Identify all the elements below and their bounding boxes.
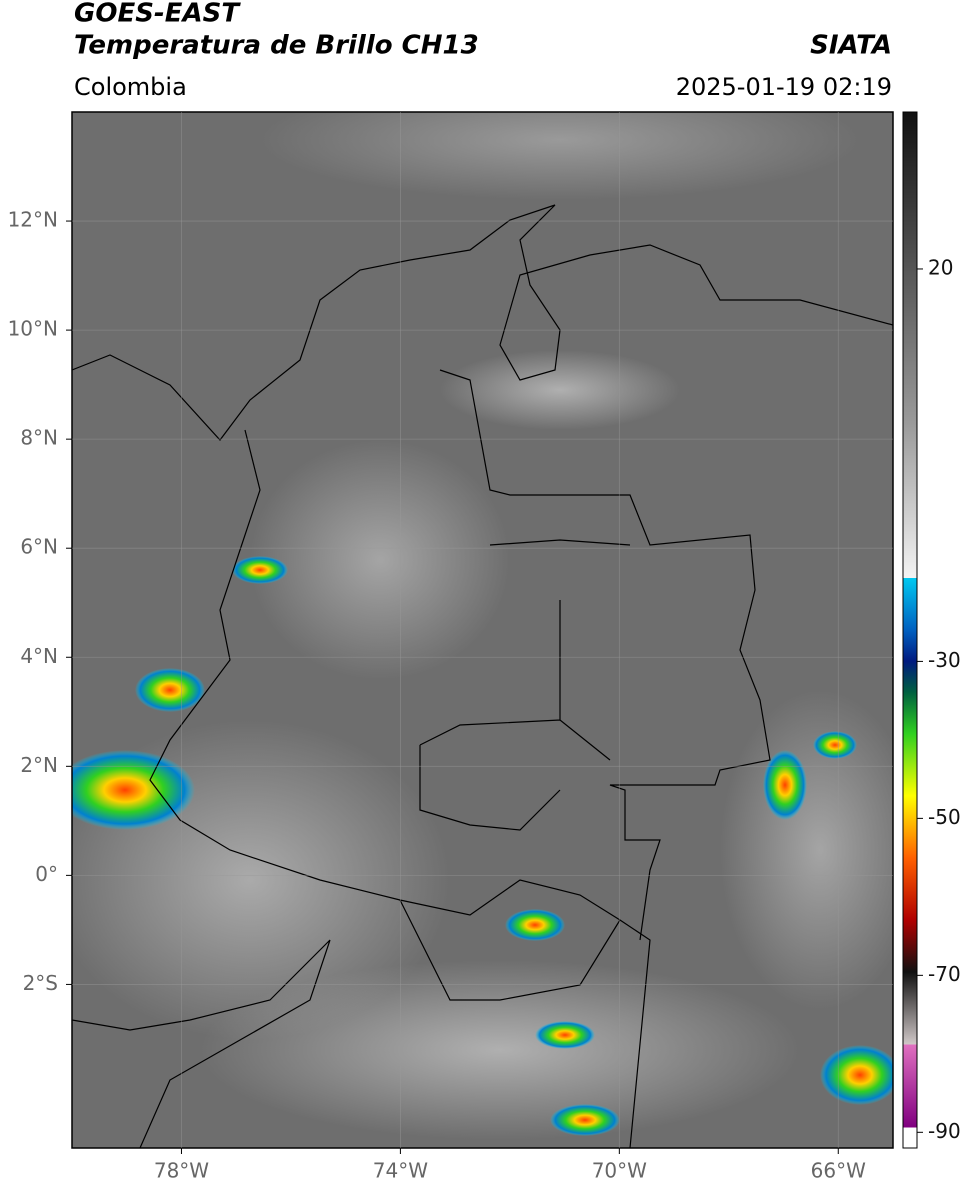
title: GOES-EAST bbox=[74, 0, 241, 29]
colorbar-tick-label: -90 bbox=[928, 1119, 961, 1143]
y-tick-label: 2°N bbox=[20, 753, 58, 777]
y-tick-label: 2°S bbox=[23, 971, 58, 995]
x-tick-label: 70°W bbox=[592, 1159, 647, 1183]
y-tick-label: 6°N bbox=[20, 535, 58, 559]
colorbar-tick-label: -70 bbox=[928, 962, 961, 986]
y-tick-label: 4°N bbox=[20, 644, 58, 668]
subtitle: Temperatura de Brillo CH13 bbox=[74, 31, 479, 61]
x-tick-label: 78°W bbox=[154, 1159, 209, 1183]
region: Colombia bbox=[74, 73, 187, 101]
y-tick-label: 10°N bbox=[8, 317, 58, 341]
map-frame bbox=[71, 111, 894, 1149]
y-tick-label: 8°N bbox=[20, 426, 58, 450]
y-tick-label: 0° bbox=[35, 862, 58, 886]
satellite-image bbox=[72, 112, 893, 1148]
colorbar-tick-label: -50 bbox=[928, 805, 961, 829]
colorbar bbox=[902, 111, 918, 1149]
colorbar-tick-label: -30 bbox=[928, 648, 961, 672]
source: SIATA bbox=[810, 31, 892, 61]
timestamp: 2025-01-19 02:19 bbox=[676, 73, 892, 101]
colorbar-tick-label: 20 bbox=[928, 255, 953, 279]
x-tick-label: 74°W bbox=[373, 1159, 428, 1183]
x-tick-label: 66°W bbox=[811, 1159, 866, 1183]
y-tick-label: 12°N bbox=[8, 208, 58, 232]
